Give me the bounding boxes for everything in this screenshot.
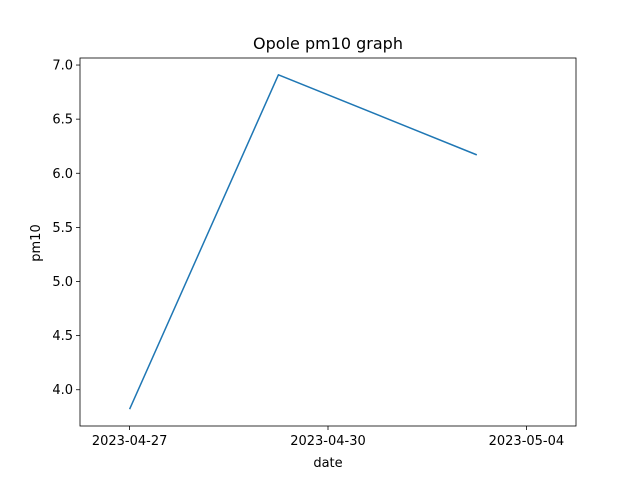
x-tick-label-0: 2023-04-27	[92, 434, 168, 449]
series-line-0	[128, 74, 478, 410]
y-tick-label-1: 4.5	[52, 329, 73, 344]
y-tick-label-5: 6.5	[52, 113, 73, 128]
x-tick-label-1: 2023-04-30	[290, 434, 366, 449]
chart-title: Opole pm10 graph	[253, 34, 403, 53]
y-tick-label-2: 5.0	[52, 275, 73, 290]
y-tick-label-3: 5.5	[52, 221, 73, 236]
x-tick-label-2: 2023-05-04	[489, 434, 565, 449]
y-tick-label-6: 7.0	[52, 59, 73, 74]
plot-area: 2023-04-27 2023-04-30 2023-05-04 4.0 4.5 5.0 5…	[52, 57, 577, 449]
y-axis-label: pm10	[29, 224, 44, 261]
x-axis-label: date	[313, 456, 342, 471]
y-tick-label-4: 6.0	[52, 167, 73, 182]
y-tick-label-0: 4.0	[52, 383, 73, 398]
